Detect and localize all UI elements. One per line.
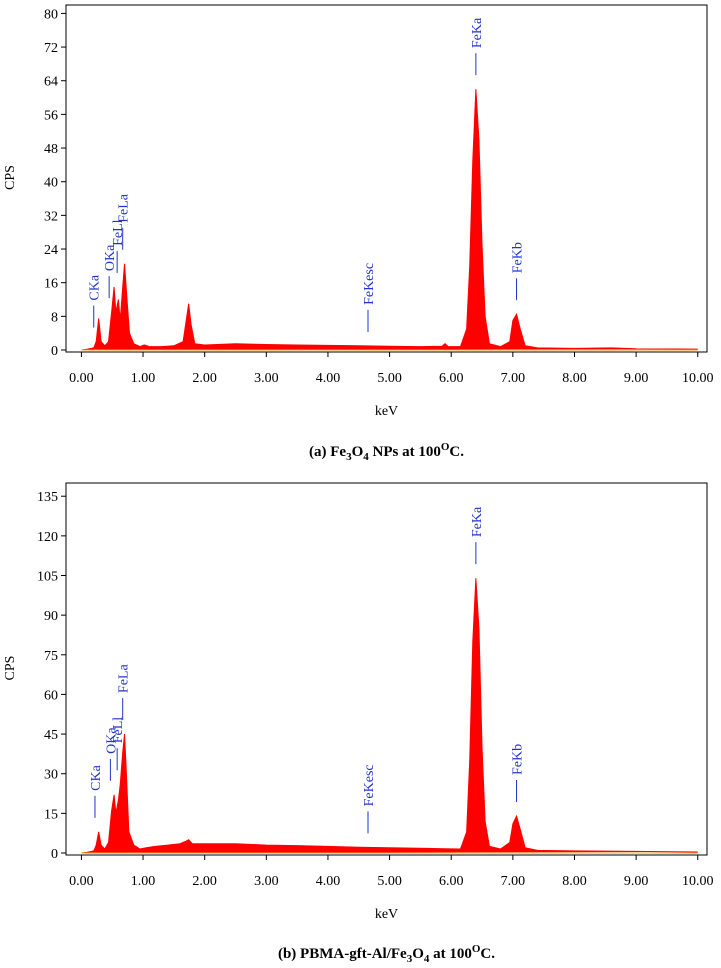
x-tick-label: 6.00 xyxy=(439,371,464,386)
annotation-label: FeKb xyxy=(511,744,526,775)
x-axis-label: keV xyxy=(375,404,398,419)
y-tick-label: 56 xyxy=(44,108,58,123)
panel: 0 15 30 45 60 75 90 105 120 135 0.00 1.00 2.00 3.00 4.… xyxy=(3,482,714,965)
caption-part: 3 xyxy=(407,953,413,965)
annotation-label: FeLa xyxy=(117,664,132,694)
annotation-label: CKa xyxy=(88,274,103,300)
caption-part: O xyxy=(472,943,481,955)
y-tick-label: 32 xyxy=(44,209,58,224)
annotation-label: FeLa xyxy=(117,193,132,223)
annotation-label: FeKa xyxy=(470,17,485,48)
x-tick-label: 7.00 xyxy=(501,371,526,386)
x-tick-label: 9.00 xyxy=(624,371,649,386)
x-tick-label: 1.00 xyxy=(131,371,156,386)
spectrum-area xyxy=(81,578,698,854)
caption-part: NPs at 100 xyxy=(369,444,441,460)
x-tick-label: 10.00 xyxy=(682,371,714,386)
y-tick-label: 72 xyxy=(44,41,58,56)
y-tick-label: 105 xyxy=(37,570,58,585)
x-tick-label: 5.00 xyxy=(377,371,402,386)
x-tick-label: 9.00 xyxy=(624,874,649,889)
y-tick-label: 8 xyxy=(51,310,58,325)
x-tick-label: 8.00 xyxy=(562,371,587,386)
caption-part: O xyxy=(412,946,424,962)
caption-part: C. xyxy=(449,444,464,460)
y-tick-label: 40 xyxy=(44,176,58,191)
panel: 0 8 16 24 32 40 48 56 64 72 80 0.00 1.00 2.00 3.00 4.00… xyxy=(3,4,714,463)
caption: (b) PBMA-gft-Al/Fe3O4 at 100OC. xyxy=(278,943,495,965)
x-tick-label: 5.00 xyxy=(377,874,402,889)
x-tick-label: 10.00 xyxy=(682,874,714,889)
y-tick-label: 75 xyxy=(44,649,58,664)
x-tick-label: 3.00 xyxy=(254,371,279,386)
x-tick-label: 7.00 xyxy=(501,874,526,889)
annotation-label: FeKesc xyxy=(362,764,377,806)
y-tick-label: 80 xyxy=(44,7,58,22)
caption-part: C. xyxy=(480,946,495,962)
spectrum-area xyxy=(81,89,698,351)
x-tick-label: 0.00 xyxy=(69,371,94,386)
caption-part: (b) PBMA-gft-Al/Fe xyxy=(278,946,407,962)
y-tick-label: 120 xyxy=(37,530,58,545)
caption-part: O xyxy=(352,444,364,460)
y-tick-label: 48 xyxy=(44,142,58,157)
caption-part: 4 xyxy=(363,451,369,463)
annotation-label: OKa xyxy=(104,727,119,754)
x-axis-label: keV xyxy=(375,907,398,922)
caption-part: O xyxy=(441,441,450,453)
plot-frame xyxy=(65,4,708,353)
x-tick-label: 2.00 xyxy=(192,874,217,889)
caption-part: at 100 xyxy=(429,946,472,962)
y-tick-label: 15 xyxy=(44,807,58,822)
y-tick-label: 135 xyxy=(37,490,58,505)
x-tick-label: 6.00 xyxy=(439,874,464,889)
caption: (a) Fe3O4 NPs at 100OC. xyxy=(309,441,464,463)
x-tick-label: 3.00 xyxy=(254,874,279,889)
annotation-label: FeKb xyxy=(511,242,526,273)
x-tick-label: 2.00 xyxy=(192,371,217,386)
y-tick-label: 30 xyxy=(44,768,58,783)
y-tick-label: 0 xyxy=(51,344,58,359)
annotation-label: FeKa xyxy=(470,506,485,537)
x-tick-label: 1.00 xyxy=(131,874,156,889)
caption-part: 3 xyxy=(346,451,352,463)
annotation-label: CKa xyxy=(89,764,104,790)
x-tick-label: 4.00 xyxy=(316,874,341,889)
y-tick-label: 90 xyxy=(44,609,58,624)
annotation-label: OKa xyxy=(103,244,118,271)
y-tick-label: 16 xyxy=(44,277,58,292)
y-tick-label: 24 xyxy=(44,243,58,258)
annotation-label: FeKesc xyxy=(362,263,377,305)
y-tick-label: 0 xyxy=(51,847,58,862)
y-tick-label: 60 xyxy=(44,688,58,703)
caption-part: 4 xyxy=(424,953,430,965)
y-tick-label: 64 xyxy=(44,75,58,90)
annotation-label: FeLl xyxy=(111,717,126,744)
y-axis-label: CPS xyxy=(3,165,18,190)
plot-frame xyxy=(65,482,708,856)
y-axis-label: CPS xyxy=(3,656,18,681)
x-tick-label: 0.00 xyxy=(69,874,94,889)
x-tick-label: 4.00 xyxy=(316,371,341,386)
y-tick-label: 45 xyxy=(44,728,58,743)
x-tick-label: 8.00 xyxy=(562,874,587,889)
caption-part: (a) Fe xyxy=(309,444,346,460)
